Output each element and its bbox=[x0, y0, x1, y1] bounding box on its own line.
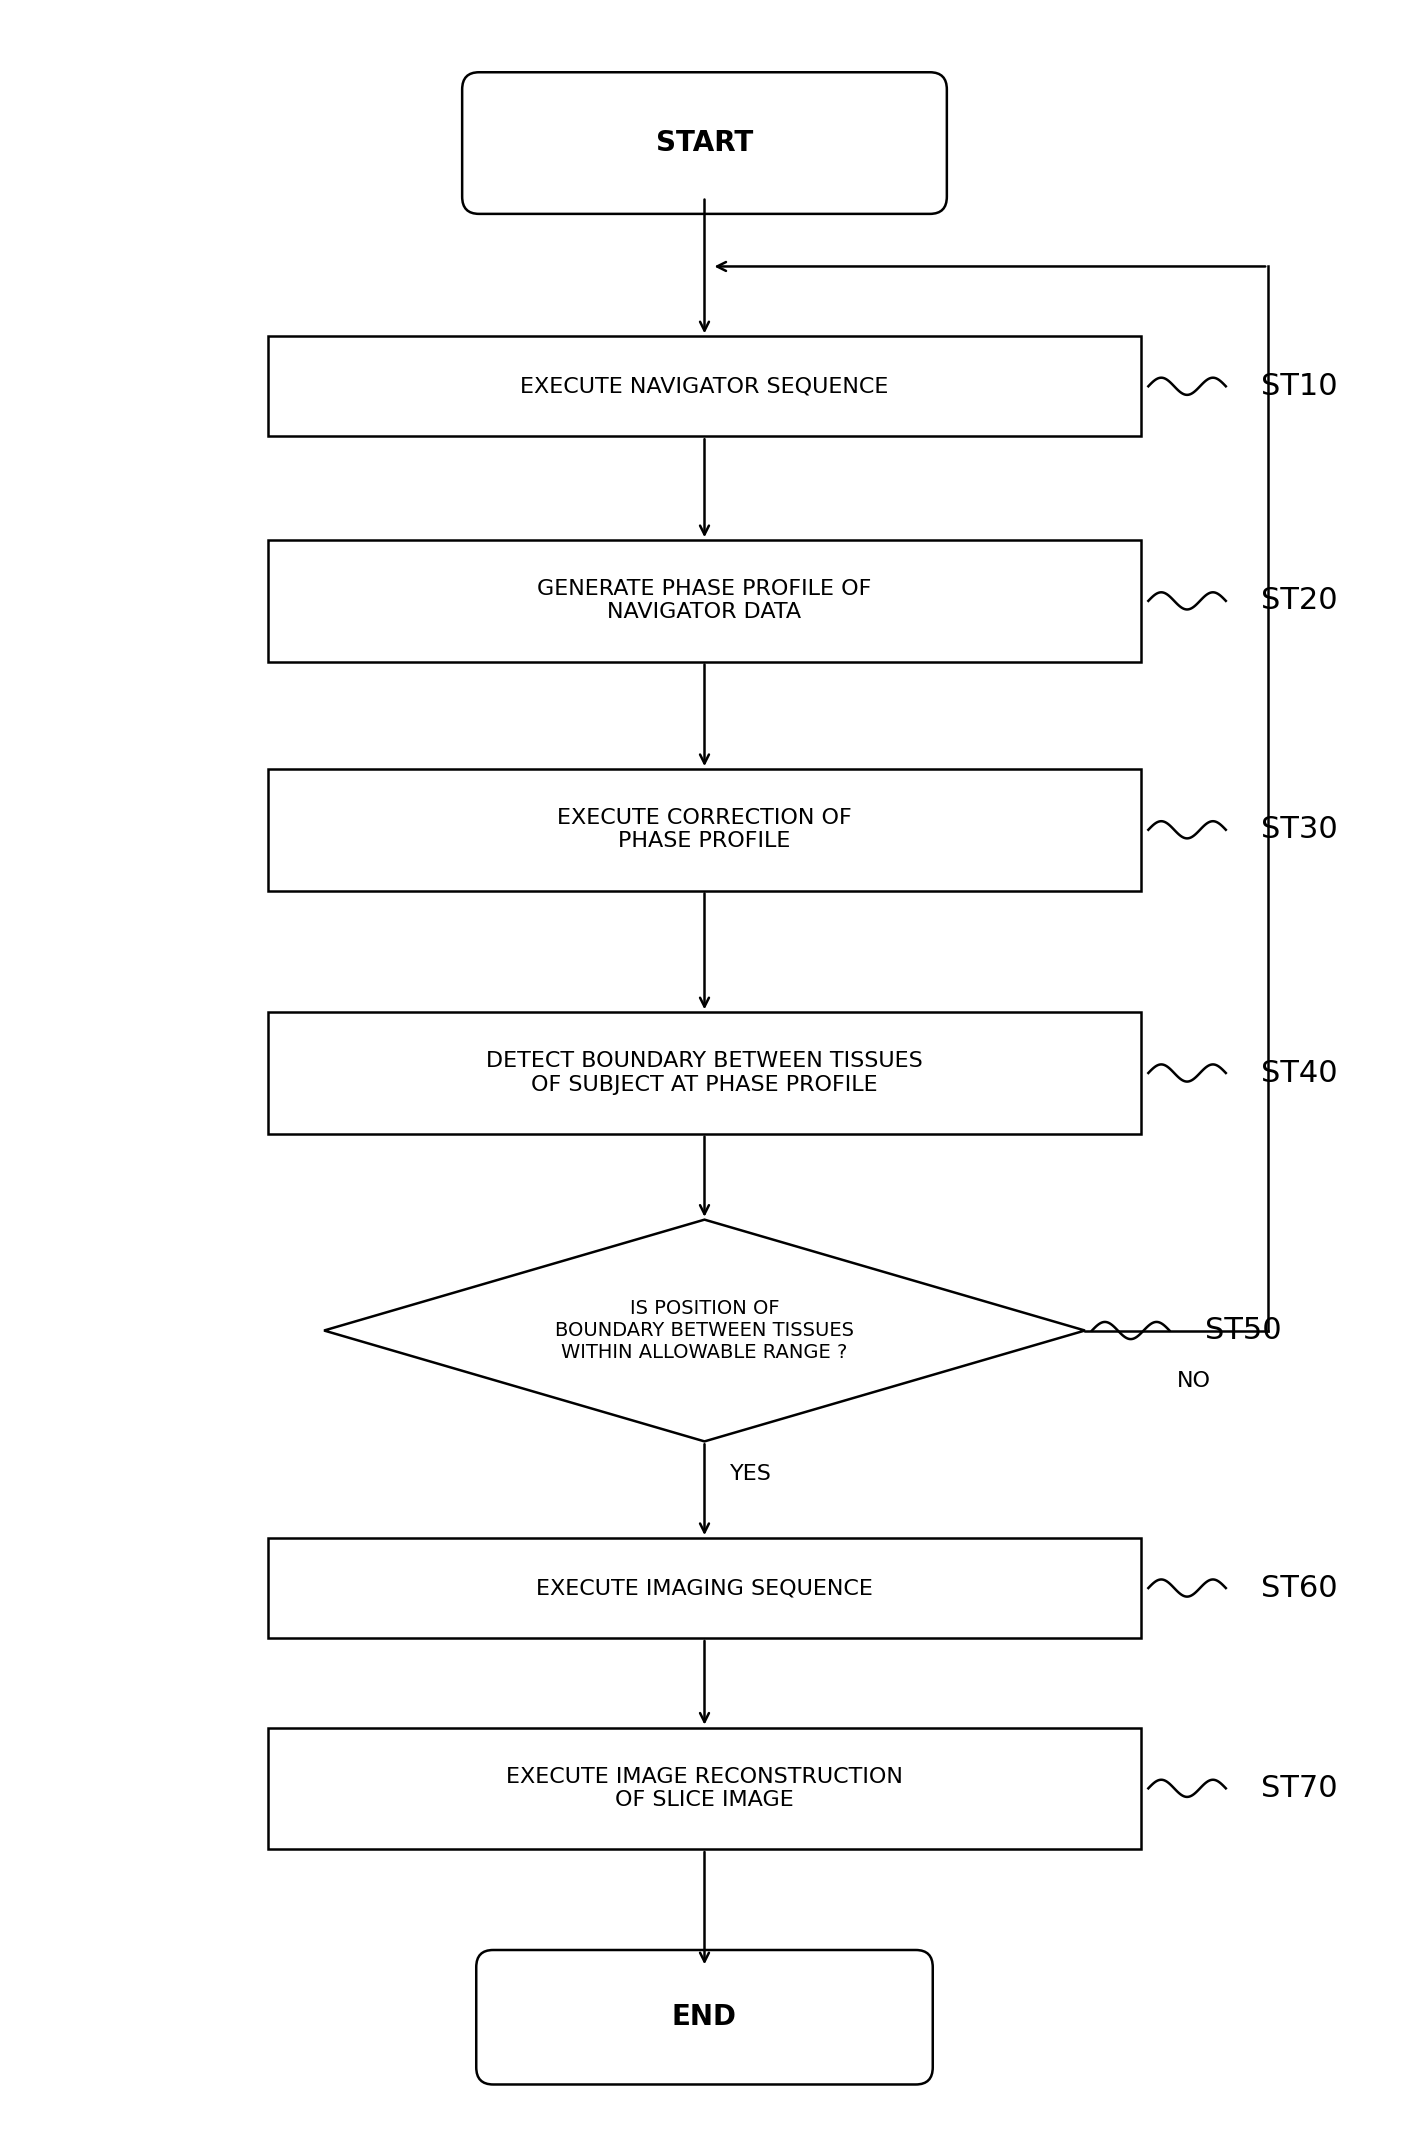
Text: EXECUTE IMAGING SEQUENCE: EXECUTE IMAGING SEQUENCE bbox=[535, 1577, 874, 1599]
Bar bbox=[268, 1728, 1141, 1850]
Text: EXECUTE CORRECTION OF
PHASE PROFILE: EXECUTE CORRECTION OF PHASE PROFILE bbox=[557, 809, 852, 852]
FancyBboxPatch shape bbox=[462, 73, 947, 215]
Text: YES: YES bbox=[730, 1464, 772, 1483]
Bar bbox=[268, 541, 1141, 661]
Text: ST10: ST10 bbox=[1261, 371, 1337, 401]
Text: EXECUTE IMAGE RECONSTRUCTION
OF SLICE IMAGE: EXECUTE IMAGE RECONSTRUCTION OF SLICE IM… bbox=[506, 1766, 903, 1809]
FancyBboxPatch shape bbox=[476, 1951, 933, 2084]
Text: GENERATE PHASE PROFILE OF
NAVIGATOR DATA: GENERATE PHASE PROFILE OF NAVIGATOR DATA bbox=[537, 579, 872, 622]
Text: ST40: ST40 bbox=[1261, 1058, 1337, 1088]
Bar bbox=[268, 337, 1141, 436]
Text: NO: NO bbox=[1177, 1371, 1210, 1391]
Bar bbox=[268, 768, 1141, 891]
Text: ST50: ST50 bbox=[1205, 1315, 1281, 1346]
Text: ST20: ST20 bbox=[1261, 586, 1337, 616]
Bar bbox=[268, 1013, 1141, 1133]
Text: DETECT BOUNDARY BETWEEN TISSUES
OF SUBJECT AT PHASE PROFILE: DETECT BOUNDARY BETWEEN TISSUES OF SUBJE… bbox=[486, 1052, 923, 1094]
Text: ST60: ST60 bbox=[1261, 1573, 1337, 1603]
Text: END: END bbox=[672, 2002, 737, 2032]
Text: ST30: ST30 bbox=[1261, 815, 1337, 843]
Text: EXECUTE NAVIGATOR SEQUENCE: EXECUTE NAVIGATOR SEQUENCE bbox=[520, 376, 889, 397]
Bar bbox=[268, 1539, 1141, 1637]
Polygon shape bbox=[324, 1219, 1085, 1442]
Text: START: START bbox=[655, 129, 754, 157]
Text: ST70: ST70 bbox=[1261, 1775, 1337, 1803]
Text: IS POSITION OF
BOUNDARY BETWEEN TISSUES
WITHIN ALLOWABLE RANGE ?: IS POSITION OF BOUNDARY BETWEEN TISSUES … bbox=[555, 1298, 854, 1363]
